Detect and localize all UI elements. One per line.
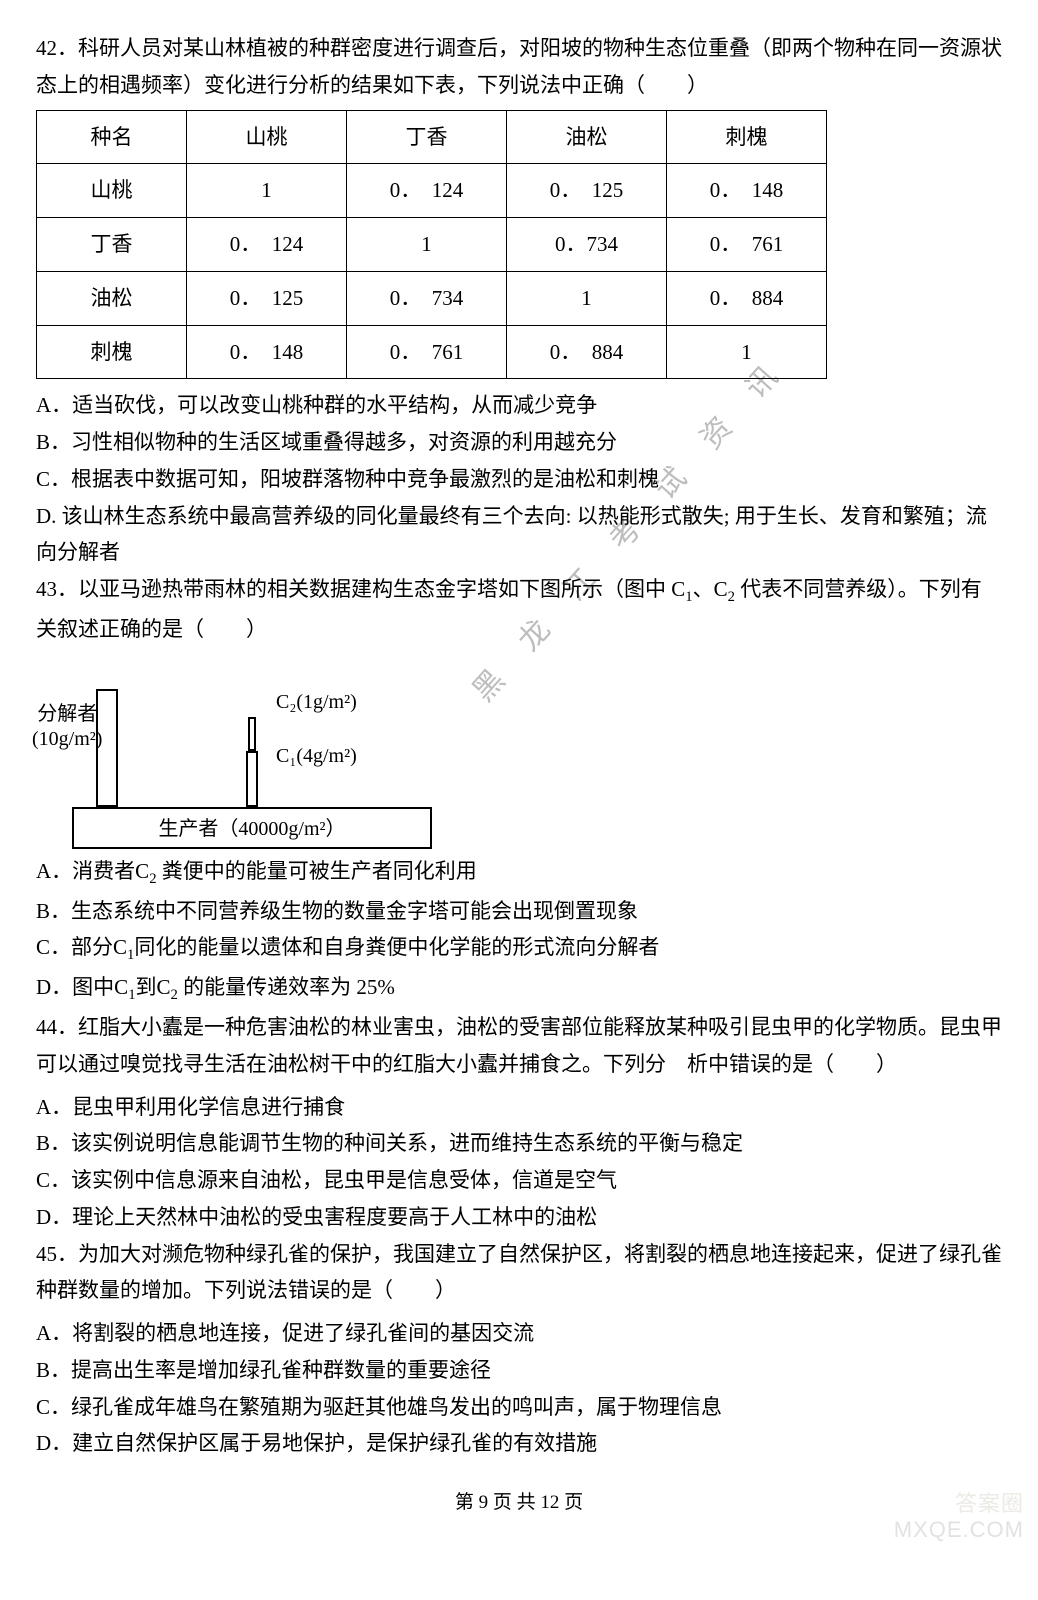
q43-choice-B: B．生态系统中不同营养级生物的数量金字塔可能会出现倒置现象 [36, 893, 1002, 930]
q43-A-c: C [135, 859, 149, 883]
table-cell: 0． 761 [347, 325, 507, 379]
c2-label: C₂(1g/m²) [276, 690, 357, 715]
c2-bar [248, 717, 256, 751]
q43-A-post: 粪便中的能量可被生产者同化利用 [157, 859, 477, 883]
q43-A-pre: A．消费者 [36, 859, 135, 883]
table-cell: 1 [347, 218, 507, 272]
q45-prompt: 45．为加大对濒危物种绿孔雀的保护，我国建立了自然保护区，将割裂的栖息地连接起来… [36, 1236, 1002, 1310]
table-cell: 0． 884 [507, 325, 667, 379]
q43-D-sub2: 2 [171, 987, 178, 1003]
table-row: 山桃 1 0． 124 0． 125 0． 148 [37, 164, 827, 218]
q42-choice-B: B．习性相似物种的生活区域重叠得越多，对资源的利用越充分 [36, 424, 1002, 461]
table-header-cell: 油松 [507, 110, 667, 164]
q44-choice-B: B．该实例说明信息能调节生物的种间关系，进而维持生态系统的平衡与稳定 [36, 1125, 1002, 1162]
q42-table: 种名 山桃 丁香 油松 刺槐 山桃 1 0． 124 0． 125 0． 148… [36, 110, 827, 380]
table-cell: 0． 148 [187, 325, 347, 379]
table-header-row: 种名 山桃 丁香 油松 刺槐 [37, 110, 827, 164]
q42-choice-D: D. 该山林生态系统中最高营养级的同化量最终有三个去向: 以热能形式散失; 用于… [36, 498, 1002, 572]
table-cell: 1 [187, 164, 347, 218]
q44-choice-A: A．昆虫甲利用化学信息进行捕食 [36, 1089, 1002, 1126]
q42-choice-C: C．根据表中数据可知，阳坡群落物种中竞争最激烈的是油松和刺槐 [36, 461, 1002, 498]
q43-C-c: C [113, 935, 127, 959]
table-cell: 0． 125 [187, 271, 347, 325]
table-header-cell: 丁香 [347, 110, 507, 164]
q43-prompt-part1: 43．以亚马逊热带雨林的相关数据建构生态金字塔如下图所示（图中 [36, 577, 671, 601]
q43-prompt: 43．以亚马逊热带雨林的相关数据建构生态金字塔如下图所示（图中 C1、C2 代表… [36, 571, 1002, 648]
q43-A-sub: 2 [149, 871, 156, 887]
table-cell: 1 [507, 271, 667, 325]
table-header-cell: 种名 [37, 110, 187, 164]
table-row: 油松 0． 125 0． 734 1 0． 884 [37, 271, 827, 325]
q45-choice-B: B．提高出生率是增加绿孔雀种群数量的重要途径 [36, 1352, 1002, 1389]
table-header-cell: 刺槐 [667, 110, 827, 164]
q44-choice-D: D．理论上天然林中油松的受虫害程度要高于人工林中的油松 [36, 1199, 1002, 1236]
q43-D-sub1: 1 [128, 987, 135, 1003]
q43-c1: C [671, 577, 685, 601]
table-cell: 0． 125 [507, 164, 667, 218]
table-cell: 0． 148 [667, 164, 827, 218]
table-cell: 0． 124 [347, 164, 507, 218]
table-cell: 油松 [37, 271, 187, 325]
table-row: 刺槐 0． 148 0． 761 0． 884 1 [37, 325, 827, 379]
table-cell: 丁香 [37, 218, 187, 272]
decomposer-label-line2: (10g/m²) [32, 728, 102, 750]
table-cell: 0． 734 [347, 271, 507, 325]
footer-page: 9 [479, 1492, 489, 1513]
q43-mid: 、 [693, 577, 714, 601]
q43-c2: C [714, 577, 728, 601]
producer-box: 生产者（40000g/m²） [72, 807, 432, 849]
q43-D-post: 的能量传递效率为 25% [178, 975, 395, 999]
page-footer: 第 9 页 共 12 页 [36, 1486, 1002, 1519]
q42-prompt: 42．科研人员对某山林植被的种群密度进行调查后，对阳坡的物种生态位重叠（即两个物… [36, 30, 1002, 104]
table-cell: 刺槐 [37, 325, 187, 379]
q43-D-c2: C [157, 975, 171, 999]
table-cell: 1 [667, 325, 827, 379]
decomposer-label: 分解者 (10g/m²) [32, 702, 102, 752]
q44-prompt: 44．红脂大小蠹是一种危害油松的林业害虫，油松的受害部位能释放某种吸引昆虫甲的化… [36, 1009, 1002, 1083]
q44-choice-C: C．该实例中信息源来自油松，昆虫甲是信息受体，信道是空气 [36, 1162, 1002, 1199]
c1-bar [246, 751, 258, 807]
table-cell: 0． 884 [667, 271, 827, 325]
q43-D-mid: 到 [136, 975, 157, 999]
table-cell: 0． 761 [667, 218, 827, 272]
table-row: 丁香 0． 124 1 0．734 0． 761 [37, 218, 827, 272]
q43-figure: 生产者（40000g/m²） 分解者 (10g/m²) C₂(1g/m²) C₁… [36, 654, 486, 849]
table-header-cell: 山桃 [187, 110, 347, 164]
q43-choice-A: A．消费者C2 粪便中的能量可被生产者同化利用 [36, 853, 1002, 893]
footer-pre: 第 [455, 1492, 479, 1513]
q42-choice-A: A．适当砍伐，可以改变山桃种群的水平结构，从而减少竞争 [36, 387, 1002, 424]
q43-C-pre: C．部分 [36, 935, 113, 959]
q43-c1sub: 1 [685, 589, 692, 605]
q43-C-post: 同化的能量以遗体和自身粪便中化学能的形式流向分解者 [134, 935, 659, 959]
q43-choice-C: C．部分C1同化的能量以遗体和自身粪便中化学能的形式流向分解者 [36, 929, 1002, 969]
footer-total: 12 [540, 1492, 559, 1513]
q43-D-c1: C [114, 975, 128, 999]
q43-D-pre: D．图中 [36, 975, 114, 999]
q45-choice-A: A．将割裂的栖息地连接，促进了绿孔雀间的基因交流 [36, 1315, 1002, 1352]
q43-choice-D: D．图中C1到C2 的能量传递效率为 25% [36, 969, 1002, 1009]
c1-label: C₁(4g/m²) [276, 744, 357, 769]
q45-choice-D: D．建立自然保护区属于易地保护，是保护绿孔雀的有效措施 [36, 1425, 1002, 1462]
footer-post: 页 [559, 1492, 583, 1513]
table-cell: 山桃 [37, 164, 187, 218]
table-cell: 0．734 [507, 218, 667, 272]
decomposer-label-line1: 分解者 [37, 703, 97, 725]
q43-c2sub: 2 [728, 589, 735, 605]
table-cell: 0． 124 [187, 218, 347, 272]
q45-choice-C: C．绿孔雀成年雄鸟在繁殖期为驱赶其他雄鸟发出的鸣叫声，属于物理信息 [36, 1389, 1002, 1426]
footer-mid: 页 共 [488, 1492, 540, 1513]
